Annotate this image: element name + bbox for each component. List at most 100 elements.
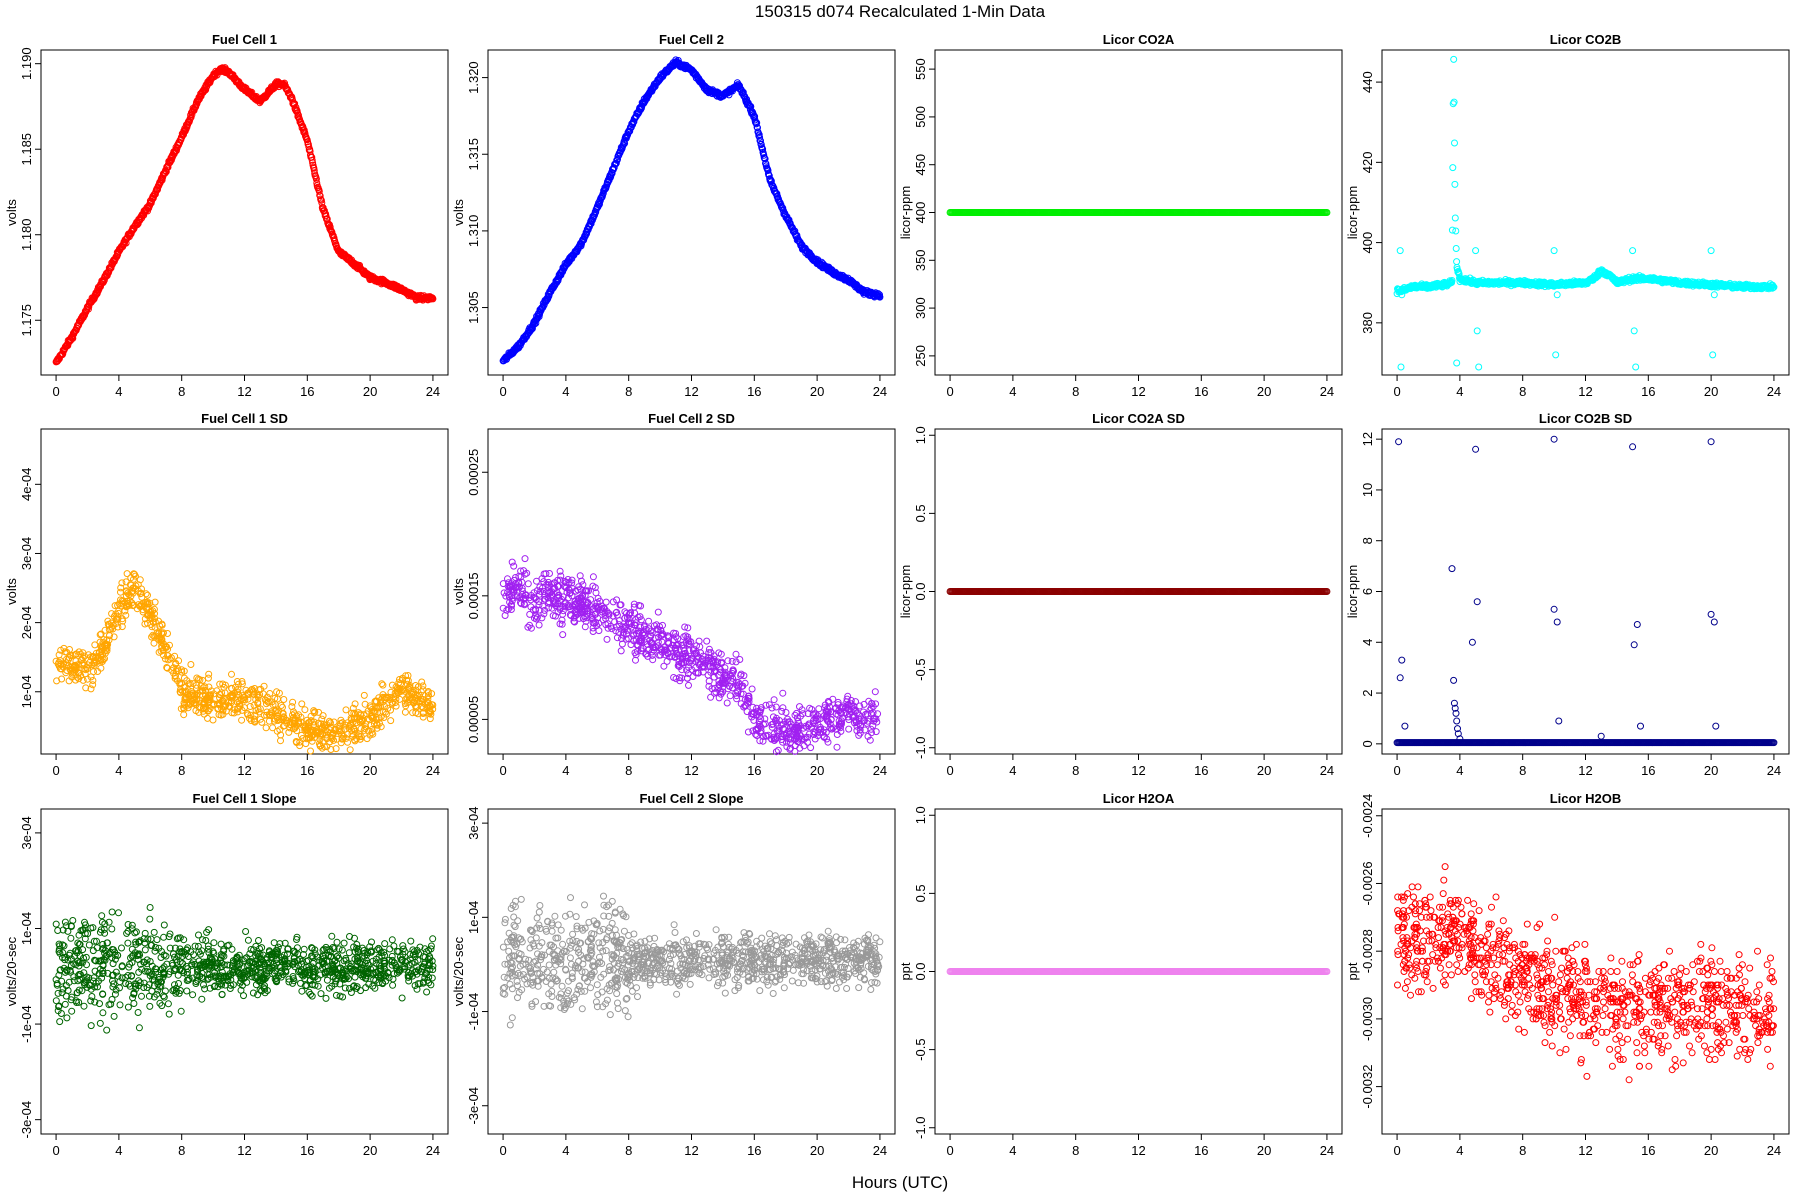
data-point bbox=[342, 706, 350, 714]
data-point bbox=[764, 167, 772, 174]
data-point bbox=[703, 637, 711, 645]
data-point bbox=[521, 555, 529, 563]
x-tick-label: 12 bbox=[1131, 384, 1145, 399]
x-tick-label: 0 bbox=[52, 384, 59, 399]
data-point bbox=[204, 674, 212, 682]
x-tick-label: 24 bbox=[873, 384, 887, 399]
y-tick-label: 1.190 bbox=[19, 47, 34, 80]
x-tick-label: 0 bbox=[499, 384, 506, 399]
x-tick-label: 20 bbox=[1704, 384, 1718, 399]
x-tick-label: 16 bbox=[1641, 384, 1655, 399]
plot-frame bbox=[487, 49, 896, 376]
y-tick-label: 440 bbox=[1360, 71, 1375, 93]
x-tick-label: 12 bbox=[684, 384, 698, 399]
data-point bbox=[732, 650, 740, 658]
x-tick-label: 12 bbox=[237, 763, 251, 778]
y-tick-label: 1.185 bbox=[19, 133, 34, 166]
chart-title: Fuel Cell 2 SD bbox=[648, 411, 735, 426]
data-point bbox=[162, 168, 170, 176]
chart-title: Fuel Cell 1 bbox=[212, 32, 277, 47]
data-point bbox=[510, 562, 518, 570]
data-point bbox=[559, 631, 567, 639]
data-point bbox=[90, 668, 97, 676]
x-tick-label: 0 bbox=[499, 763, 506, 778]
data-point bbox=[319, 712, 327, 720]
data-points bbox=[499, 56, 884, 365]
x-tick-label: 20 bbox=[363, 763, 377, 778]
y-tick-label: 400 bbox=[1360, 232, 1375, 254]
y-tick-label: 300 bbox=[913, 297, 928, 319]
data-point bbox=[429, 295, 437, 303]
x-tick-label: 4 bbox=[1009, 384, 1016, 399]
x-tick-label: 24 bbox=[426, 384, 440, 399]
data-point bbox=[289, 96, 296, 104]
data-point bbox=[122, 578, 130, 586]
x-tick-label: 4 bbox=[1456, 384, 1463, 399]
data-point bbox=[1451, 180, 1459, 188]
data-point bbox=[770, 696, 778, 704]
x-tick-label: 4 bbox=[562, 384, 569, 399]
chart-title: Fuel Cell 2 bbox=[659, 32, 724, 47]
x-tick-label: 24 bbox=[1767, 384, 1781, 399]
data-point bbox=[301, 706, 309, 714]
chart-title: Licor CO2A bbox=[1103, 32, 1175, 47]
x-tick-label: 24 bbox=[1320, 384, 1334, 399]
data-point bbox=[1630, 327, 1638, 335]
data-point bbox=[589, 573, 597, 581]
data-points bbox=[499, 555, 882, 756]
data-point bbox=[401, 708, 409, 716]
x-tick-label: 16 bbox=[300, 763, 314, 778]
y-tick-label: 1.175 bbox=[19, 304, 34, 337]
y-tick-label: 1.315 bbox=[466, 138, 481, 171]
y-tick-label: 3e-04 bbox=[19, 537, 34, 570]
chart-title: Fuel Cell 1 SD bbox=[201, 411, 288, 426]
data-point bbox=[757, 137, 764, 145]
y-axis-label: volts bbox=[451, 199, 466, 226]
data-point bbox=[1473, 327, 1481, 335]
y-tick-label: 1.305 bbox=[466, 291, 481, 324]
data-point bbox=[603, 635, 611, 643]
x-tick-label: 8 bbox=[178, 384, 185, 399]
data-point bbox=[1710, 291, 1718, 299]
x-tick-label: 8 bbox=[625, 384, 632, 399]
data-point bbox=[660, 662, 668, 670]
data-point bbox=[312, 175, 320, 183]
data-point bbox=[715, 694, 723, 702]
data-point bbox=[779, 689, 787, 697]
data-point bbox=[313, 179, 321, 187]
data-point bbox=[654, 608, 662, 616]
x-tick-label: 16 bbox=[1194, 384, 1208, 399]
y-tick-label: 500 bbox=[913, 106, 928, 128]
data-point bbox=[317, 196, 325, 204]
figure-title: 150315 d074 Recalculated 1-Min Data bbox=[754, 2, 1046, 21]
x-tick-label: 8 bbox=[1072, 384, 1079, 399]
data-point bbox=[876, 291, 883, 299]
data-point bbox=[322, 212, 330, 220]
y-tick-label: 450 bbox=[913, 154, 928, 176]
data-point bbox=[89, 677, 97, 684]
data-point bbox=[238, 716, 246, 724]
data-point bbox=[1632, 363, 1640, 371]
data-point bbox=[307, 747, 314, 755]
data-point bbox=[308, 156, 316, 164]
y-axis-label: volts bbox=[4, 199, 19, 226]
y-tick-label: 350 bbox=[913, 249, 928, 271]
x-tick-label: 16 bbox=[300, 384, 314, 399]
x-tick-label: 24 bbox=[873, 763, 887, 778]
data-point bbox=[757, 141, 765, 148]
data-point bbox=[1452, 227, 1460, 235]
x-tick-label: 4 bbox=[115, 384, 122, 399]
y-tick-label: 550 bbox=[913, 58, 928, 80]
x-tick-label: 8 bbox=[1519, 384, 1526, 399]
chart-fc2: Fuel Cell 20 4 8 12 16 20 241.3051.3101.3151.3… bbox=[451, 32, 896, 399]
y-tick-label: 380 bbox=[1360, 312, 1375, 334]
data-point bbox=[1452, 245, 1460, 252]
x-tick-label: 0 bbox=[1393, 384, 1400, 399]
x-tick-label: 24 bbox=[426, 763, 440, 778]
data-point bbox=[508, 558, 516, 566]
data-point bbox=[315, 187, 323, 195]
chart-title: Licor CO2B bbox=[1550, 32, 1622, 47]
